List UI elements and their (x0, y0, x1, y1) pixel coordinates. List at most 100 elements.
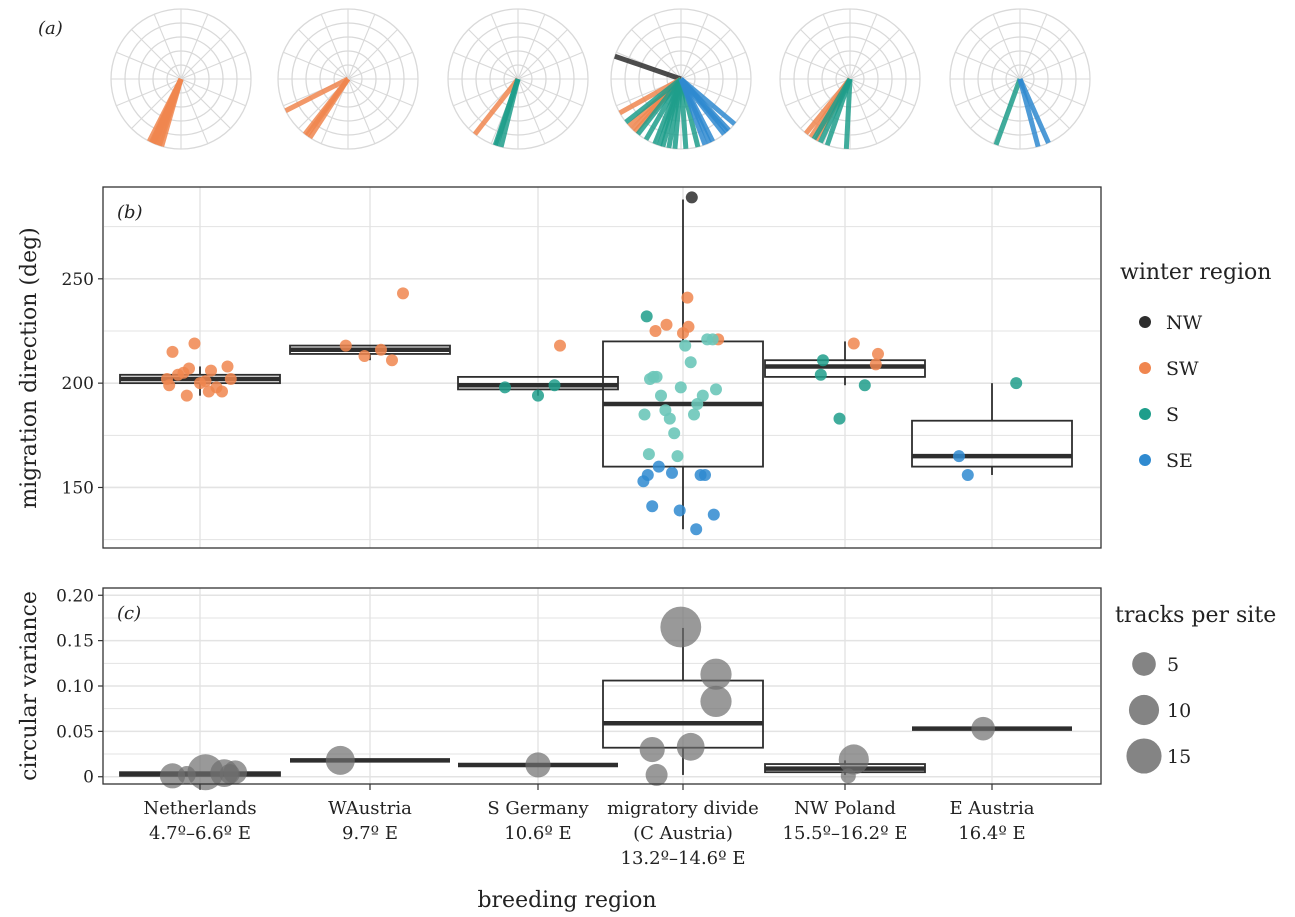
legend-label-nw: NW (1166, 312, 1203, 334)
legend-tracks-per-site-title: tracks per site (1115, 603, 1276, 628)
rose-netherlands (110, 8, 252, 150)
rose-grid-spoke (131, 29, 182, 80)
data-point (499, 381, 511, 394)
rose-grid-spoke (347, 78, 413, 107)
bubble-point (645, 763, 668, 786)
rose-grid-spoke (517, 29, 568, 80)
bubble-point (525, 752, 551, 778)
rose-grid-spoke (153, 14, 182, 80)
data-point (397, 287, 409, 300)
rose-grid-spoke (800, 29, 851, 80)
rose-grid-spoke (955, 51, 1021, 80)
data-point (814, 368, 827, 381)
x-tick-label: 9.7º E (342, 823, 398, 844)
x-tick-label: NW Poland (794, 798, 896, 819)
panel-c-y-axis-title: circular variance (17, 591, 42, 781)
data-point (847, 337, 860, 350)
data-point (646, 500, 659, 513)
legend-swatch-sw (1139, 362, 1151, 374)
rose-grid-spoke (180, 29, 231, 80)
data-point (674, 381, 687, 394)
legend-size-label: 15 (1167, 746, 1191, 768)
x-tick-label: 10.6º E (504, 823, 571, 844)
data-point (690, 523, 703, 536)
rose-grid-spoke (347, 29, 398, 80)
rose-grid-spoke (653, 14, 682, 80)
data-point (685, 191, 698, 204)
legend-tracks-per-site: tracks per site 5 10 15 (1115, 603, 1276, 774)
data-point (696, 389, 709, 402)
data-point (706, 333, 719, 346)
rose-grid-spoke (849, 14, 878, 80)
rose-grid-spoke (1019, 14, 1048, 80)
y-tick-label: 250 (62, 270, 94, 290)
data-point (673, 504, 686, 517)
y-tick-label: 200 (62, 374, 94, 394)
y-tick-label: 0 (83, 768, 94, 788)
legend-size-swatch (1128, 694, 1160, 726)
data-point (638, 408, 651, 421)
data-point (554, 339, 566, 352)
rose-grid-spoke (822, 14, 851, 80)
x-tick-label: 13.2º–14.6º E (621, 848, 746, 869)
bubble-point (660, 606, 702, 648)
y-tick-label: 0.10 (56, 677, 94, 697)
rose-direction-line (150, 77, 184, 144)
panel-c-y-ticks: 0 0.05 0.10 0.15 0.20 (56, 586, 103, 788)
data-point (671, 450, 684, 463)
data-point (641, 468, 654, 481)
rose-migratory-divide (610, 8, 752, 150)
rose-grid-spoke (453, 78, 519, 107)
box-iqr (911, 419, 1073, 468)
data-point (532, 389, 544, 402)
legend-winter-region: winter region NW SW S SE (1120, 260, 1271, 472)
bubble-point (639, 736, 665, 763)
rose-grid-spoke (970, 29, 1021, 80)
panel-c-tag: (c) (117, 603, 141, 624)
panel-b: (b) 150 200 250 migration direction (deg) (17, 186, 1102, 549)
rose-grid-spoke (849, 78, 900, 129)
data-point (548, 379, 561, 392)
data-point (655, 389, 667, 402)
panel-c-grid (104, 588, 1100, 784)
x-tick-label: E Austria (949, 798, 1034, 819)
panel-b-points (161, 191, 1023, 536)
data-point (183, 362, 195, 375)
data-point (660, 318, 673, 331)
rose-grid-spoke (347, 78, 376, 144)
rose-grid-spoke (631, 29, 682, 80)
bubble-point (159, 763, 186, 789)
x-tick-label: (C Austria) (633, 823, 733, 844)
data-point (666, 466, 678, 479)
rose-grid-spoke (116, 78, 182, 107)
panel-c: (c) 0 0.05 0.10 0.15 0.20 circular variance (17, 586, 1102, 791)
x-tick-label: 16.4º E (958, 823, 1025, 844)
panel-b-boxes (119, 199, 1073, 530)
data-point (652, 460, 665, 473)
data-point (202, 385, 215, 398)
legend-size-label: 10 (1167, 700, 1191, 722)
y-tick-label: 150 (62, 478, 94, 498)
data-point (640, 310, 653, 323)
x-axis-title: breeding region (477, 888, 656, 913)
rose-grid-spoke (1019, 78, 1085, 107)
legend-label-sw: SW (1166, 358, 1199, 380)
data-point (679, 339, 692, 352)
data-point (1010, 377, 1023, 390)
bubble-point (700, 658, 732, 690)
rose-grid-spoke (849, 78, 878, 144)
rose-grid-spoke (131, 78, 182, 129)
rose-grid-spoke (517, 51, 583, 80)
rose-direction-line (1017, 77, 1051, 144)
rose-grid-spoke (849, 78, 915, 107)
legend-label-s: S (1166, 404, 1179, 426)
data-point (817, 354, 829, 367)
rose-grid-spoke (298, 29, 349, 80)
rose-direction-line (302, 77, 350, 136)
rose-grid-spoke (992, 14, 1021, 80)
data-point (833, 412, 846, 425)
rose-plots (110, 8, 1091, 150)
legend-size-swatch (1132, 652, 1156, 676)
rose-grid-spoke (849, 29, 900, 80)
data-point (961, 468, 974, 481)
